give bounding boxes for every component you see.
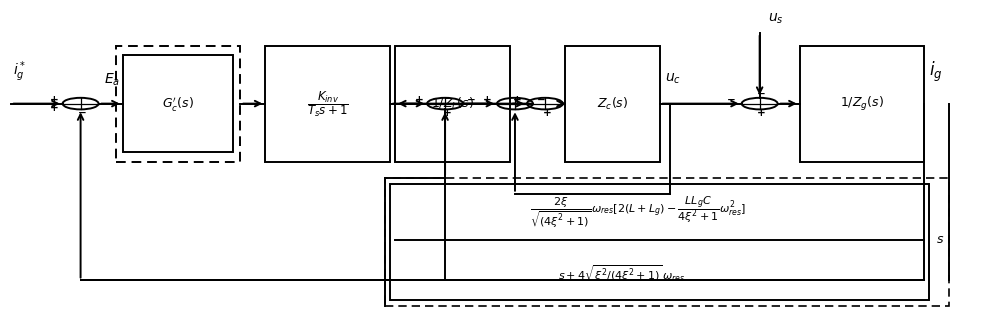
FancyBboxPatch shape [123, 55, 233, 152]
Text: $1/Z_g(s)$: $1/Z_g(s)$ [840, 95, 884, 113]
Text: +: + [50, 103, 59, 113]
Text: +: + [513, 95, 521, 105]
Text: $u_s$: $u_s$ [768, 12, 783, 26]
Text: $Z_c(s)$: $Z_c(s)$ [597, 96, 628, 112]
Text: −: − [467, 95, 475, 105]
Text: $\dfrac{2\xi}{\sqrt{(4\xi^2+1)}}\omega_{res}[2(L+L_g)-\dfrac{LL_gC}{4\xi^2+1}\om: $\dfrac{2\xi}{\sqrt{(4\xi^2+1)}}\omega_{… [530, 194, 746, 229]
FancyBboxPatch shape [565, 46, 660, 162]
Text: +: + [757, 108, 766, 118]
Text: −: − [757, 89, 766, 99]
Text: +: + [543, 108, 551, 118]
Text: −: − [537, 95, 545, 105]
FancyBboxPatch shape [800, 46, 924, 162]
FancyBboxPatch shape [265, 46, 390, 162]
Text: $G_c'(s)$: $G_c'(s)$ [162, 95, 194, 113]
Text: −: − [78, 108, 87, 118]
Text: $s$: $s$ [936, 233, 945, 246]
Text: $s+4\sqrt{\xi^2/(4\xi^2+1)}\,\omega_{res}$: $s+4\sqrt{\xi^2/(4\xi^2+1)}\,\omega_{res… [558, 264, 686, 285]
Text: $u_c$: $u_c$ [665, 71, 681, 86]
Text: +: + [443, 108, 451, 118]
Text: $\dfrac{K_{inv}}{T_s s+1}$: $\dfrac{K_{inv}}{T_s s+1}$ [307, 89, 349, 119]
Text: −: − [727, 95, 736, 105]
FancyBboxPatch shape [116, 46, 240, 162]
Text: +: + [50, 95, 59, 105]
FancyBboxPatch shape [385, 178, 949, 306]
Text: $1/Z_L(s)$: $1/Z_L(s)$ [431, 96, 474, 112]
FancyBboxPatch shape [390, 184, 929, 300]
Text: +: + [483, 95, 491, 105]
FancyBboxPatch shape [395, 46, 510, 162]
Text: +: + [415, 95, 423, 105]
Text: $i_g^*$: $i_g^*$ [13, 60, 26, 84]
Text: $E_a$: $E_a$ [104, 71, 120, 88]
Text: $i_g$: $i_g$ [929, 60, 943, 84]
